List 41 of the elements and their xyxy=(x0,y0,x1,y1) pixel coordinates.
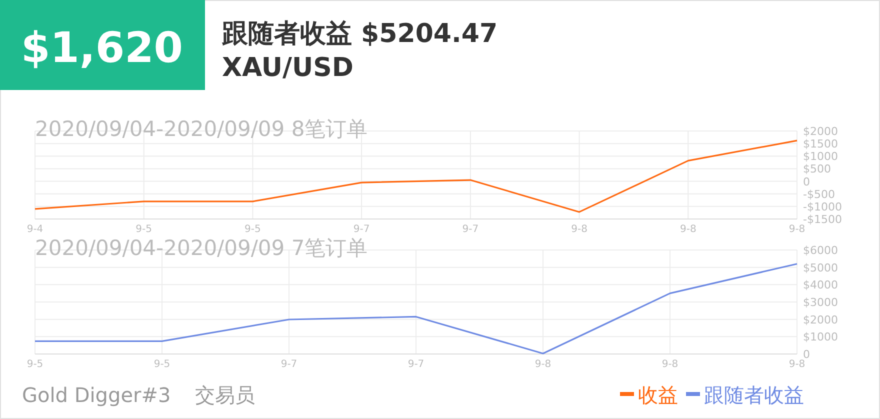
y-tick-label: $6000 xyxy=(803,244,838,257)
x-tick-label: 9-7 xyxy=(353,224,370,235)
x-tick-label: 9-5 xyxy=(244,224,261,235)
y-tick-label: $500 xyxy=(803,162,831,176)
x-tick-label: 9-4 xyxy=(26,224,44,235)
legend-label: 跟随者收益 xyxy=(704,383,804,407)
x-tick-label: 9-5 xyxy=(136,224,152,235)
text: 跟随者收益 $5204.47 xyxy=(221,19,498,49)
x-tick-label: 9-7 xyxy=(462,224,479,235)
x-tick-label: 9-8 xyxy=(788,359,806,370)
text: 交易员 xyxy=(195,383,255,407)
y-tick-label: $5000 xyxy=(803,261,838,274)
y-tick-label: $2000 xyxy=(803,125,838,138)
x-tick-label: 9-5 xyxy=(26,359,44,370)
line-series xyxy=(34,263,798,354)
y-tick-label: $1500 xyxy=(803,138,838,151)
y-tick-label: $3000 xyxy=(803,296,838,309)
x-tick-label: 9-8 xyxy=(680,224,696,235)
x-tick-label: 9-7 xyxy=(280,359,298,370)
text: XAU/USD xyxy=(222,53,354,83)
y-tick-label: 0 xyxy=(803,175,810,188)
x-tick-label: 9-8 xyxy=(662,359,678,370)
x-tick-label: 9-8 xyxy=(571,224,588,235)
legend-label: 收益 xyxy=(638,383,678,407)
x-tick-label: 9-5 xyxy=(154,359,170,370)
text: Gold Digger#3 xyxy=(22,383,171,407)
x-tick-label: 9-8 xyxy=(534,359,552,370)
chart-title: 2020/09/04-2020/09/09 8笔订单 xyxy=(35,117,368,141)
y-tick-label: $2000 xyxy=(803,313,838,326)
line-series xyxy=(34,140,798,213)
x-tick-label: 9-7 xyxy=(408,359,424,370)
y-tick-label: -$1000 xyxy=(803,200,842,214)
y-tick-label: -$500 xyxy=(803,188,835,201)
y-tick-label: $4000 xyxy=(803,278,838,292)
x-tick-label: 9-8 xyxy=(788,224,806,235)
y-tick-label: $1000 xyxy=(803,330,838,344)
chart-title: 2020/09/04-2020/09/09 7笔订单 xyxy=(35,236,368,260)
y-tick-label: -$1500 xyxy=(803,213,842,226)
text: $1,620 xyxy=(20,23,184,72)
y-tick-label: $1000 xyxy=(803,150,838,164)
y-tick-label: 0 xyxy=(803,348,810,361)
